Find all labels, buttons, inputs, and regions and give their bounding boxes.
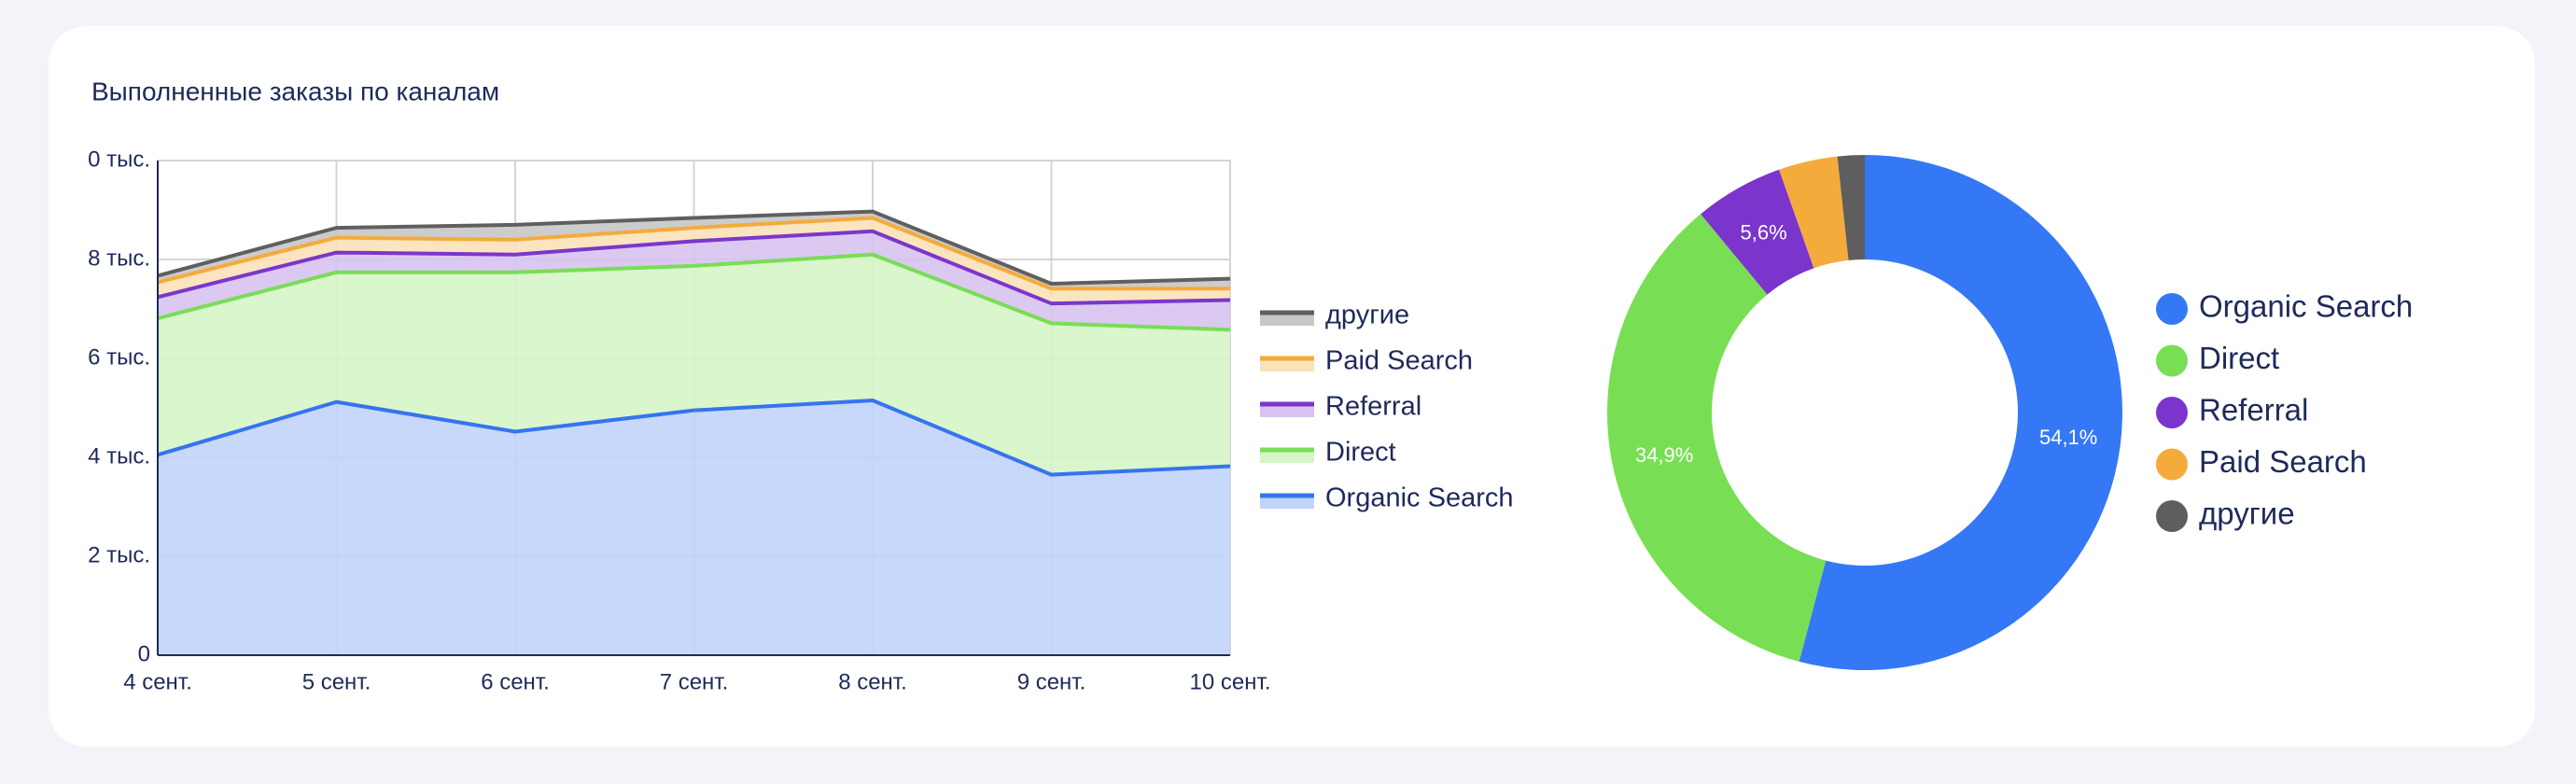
donut-slice [1607,214,1827,662]
legend-swatch [1260,496,1314,509]
y-tick-label: 8 тыс. [88,245,150,271]
area-fill [158,231,1230,330]
x-tick-label: 5 сент. [302,669,371,694]
x-tick-label: 10 сент. [1190,669,1271,694]
chart-title: Выполненные заказы по каналам [91,77,499,105]
legend-swatch [1260,404,1314,417]
series-line [157,399,1231,477]
x-tick-label: 7 сент. [660,669,729,694]
x-tick-label: 8 сент. [838,669,907,694]
legend-label: Direct [1325,438,1396,468]
slice-label: 34,9% [1635,443,1693,467]
legend-dot [2156,448,2188,481]
y-tick-label: 2 тыс. [88,542,150,567]
donut-slice [1779,156,1849,269]
legend-label: Referral [1325,392,1421,422]
legend-label: Paid Search [1325,346,1473,376]
legend-dot [2156,500,2188,532]
donut-slice [1837,155,1865,260]
legend-label: другие [1325,301,1409,330]
legend-dot [2156,293,2188,325]
legend-label: другие [2199,497,2295,531]
legend-label: Organic Search [2199,289,2413,324]
series-line [157,229,1231,306]
y-tick-label: 6 тыс. [88,344,150,370]
x-tick-label: 4 сент. [123,669,192,694]
y-tick-label: 4 тыс. [88,443,150,469]
series-line [157,252,1231,332]
legend-label: Organic Search [1325,483,1514,513]
legend-label: Referral [2199,393,2308,427]
y-tick-label: 0 [138,641,150,666]
y-tick-label: 0 тыс. [88,147,150,172]
slice-label: 5,6% [1741,220,1787,244]
legend-swatch [1260,358,1314,371]
x-tick-label: 6 сент. [481,669,550,694]
legend-label: Direct [2199,341,2279,375]
area-fill [158,400,1230,655]
area-fill [158,254,1230,475]
slice-label: 54,1% [2039,426,2097,449]
series-line [157,209,1231,286]
legend-label: Paid Search [2199,444,2367,479]
donut-slice [1799,155,2122,670]
x-tick-label: 9 сент. [1017,669,1086,694]
legend-swatch [1260,450,1314,463]
donut-slice [1701,169,1814,295]
legend-swatch [1260,313,1314,326]
legend-dot [2156,397,2188,428]
area-fill [158,211,1230,289]
series-line [157,216,1230,291]
legend-dot [2156,344,2188,377]
